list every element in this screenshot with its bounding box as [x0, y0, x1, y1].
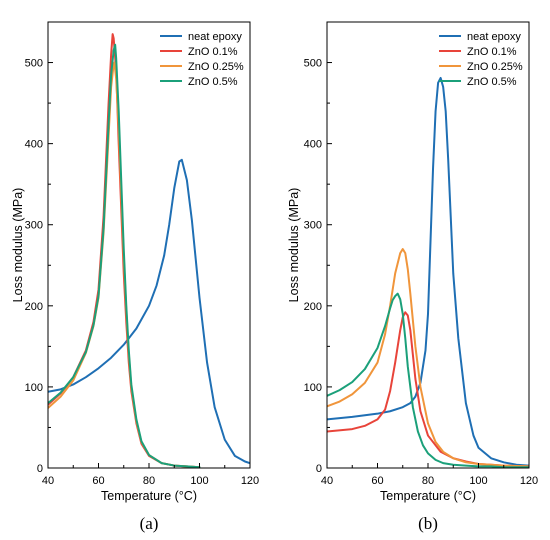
- y-tick-label: 100: [304, 382, 322, 394]
- x-tick-label: 60: [92, 475, 104, 487]
- x-tick-label: 40: [42, 475, 54, 487]
- legend-label: neat epoxy: [467, 31, 521, 43]
- panel-label: (a): [140, 514, 159, 533]
- y-tick-label: 500: [304, 58, 322, 70]
- series-line: [48, 158, 250, 465]
- y-tick-label: 300: [25, 220, 43, 232]
- y-tick-label: 300: [304, 220, 322, 232]
- plot-frame: [326, 21, 530, 469]
- x-axis-title: Temperature (°C): [380, 489, 476, 503]
- y-axis-title: Loss modulus (MPa): [11, 188, 25, 303]
- legend-label: ZnO 0.5%: [188, 76, 238, 88]
- y-tick-label: 400: [25, 139, 43, 151]
- y-tick-label: 200: [304, 301, 322, 313]
- y-tick-label: 400: [304, 139, 322, 151]
- y-tick-label: 200: [25, 301, 43, 313]
- y-tick-label: 100: [25, 382, 43, 394]
- y-tick-label: 0: [37, 463, 43, 475]
- series-lines: [327, 76, 529, 468]
- x-tick-label: 100: [190, 475, 208, 487]
- y-axis-title: Loss modulus (MPa): [287, 188, 301, 303]
- x-tick-label: 40: [321, 475, 333, 487]
- x-tick-label: 60: [371, 475, 383, 487]
- panel-label: (b): [418, 514, 438, 533]
- series-line: [327, 292, 529, 468]
- legend-label: ZnO 0.5%: [467, 76, 517, 88]
- plot-frame: [47, 21, 251, 469]
- y-tick-label: 500: [25, 58, 43, 70]
- x-tick-label: 120: [520, 475, 538, 487]
- chart-panel-a: (a) Temperature (°C) Loss modulus (MPa) …: [11, 21, 259, 533]
- series-lines: [48, 33, 250, 468]
- series-line: [327, 76, 529, 467]
- chart-panel-b: (b) Temperature (°C) Loss modulus (MPa) …: [287, 21, 538, 533]
- series-line: [48, 43, 201, 468]
- x-tick-label: 100: [469, 475, 487, 487]
- legend-label: ZnO 0.25%: [467, 61, 523, 73]
- legend-label: neat epoxy: [188, 31, 242, 43]
- x-tick-label: 80: [143, 475, 155, 487]
- legend-label: ZnO 0.1%: [188, 46, 238, 58]
- y-tick-label: 0: [316, 463, 322, 475]
- legend-label: ZnO 0.25%: [188, 61, 244, 73]
- x-tick-label: 80: [422, 475, 434, 487]
- x-axis-title: Temperature (°C): [101, 489, 197, 503]
- legend-label: ZnO 0.1%: [467, 46, 517, 58]
- x-tick-label: 120: [241, 475, 259, 487]
- series-line: [327, 248, 529, 468]
